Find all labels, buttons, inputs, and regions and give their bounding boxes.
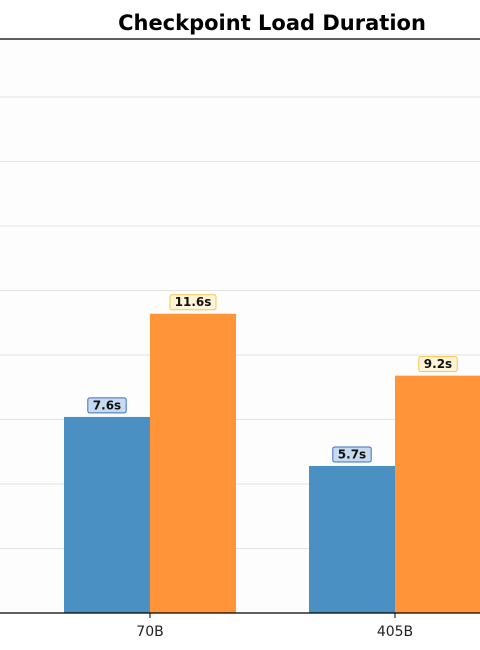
data-label-box bbox=[418, 356, 458, 373]
bar bbox=[395, 375, 480, 613]
bar bbox=[64, 416, 150, 613]
data-label: 5.7s bbox=[338, 447, 366, 461]
x-tick-label: 70B bbox=[136, 624, 163, 640]
x-ticks: 70B 405B bbox=[136, 613, 413, 640]
data-label: 11.6s bbox=[175, 295, 212, 309]
data-label-box bbox=[87, 397, 127, 414]
data-label-box bbox=[332, 446, 372, 463]
data-label: 7.6s bbox=[93, 398, 121, 412]
data-label: 9.2s bbox=[424, 357, 452, 371]
chart-title: Checkpoint Load Duration bbox=[118, 11, 426, 35]
x-tick-label: 405B bbox=[377, 624, 413, 640]
bar bbox=[150, 313, 236, 613]
data-label-box bbox=[169, 294, 217, 311]
data-labels: 7.6s 5.7s 11.6s 9.2s bbox=[87, 294, 458, 463]
bar bbox=[309, 465, 395, 613]
bars bbox=[64, 313, 480, 613]
